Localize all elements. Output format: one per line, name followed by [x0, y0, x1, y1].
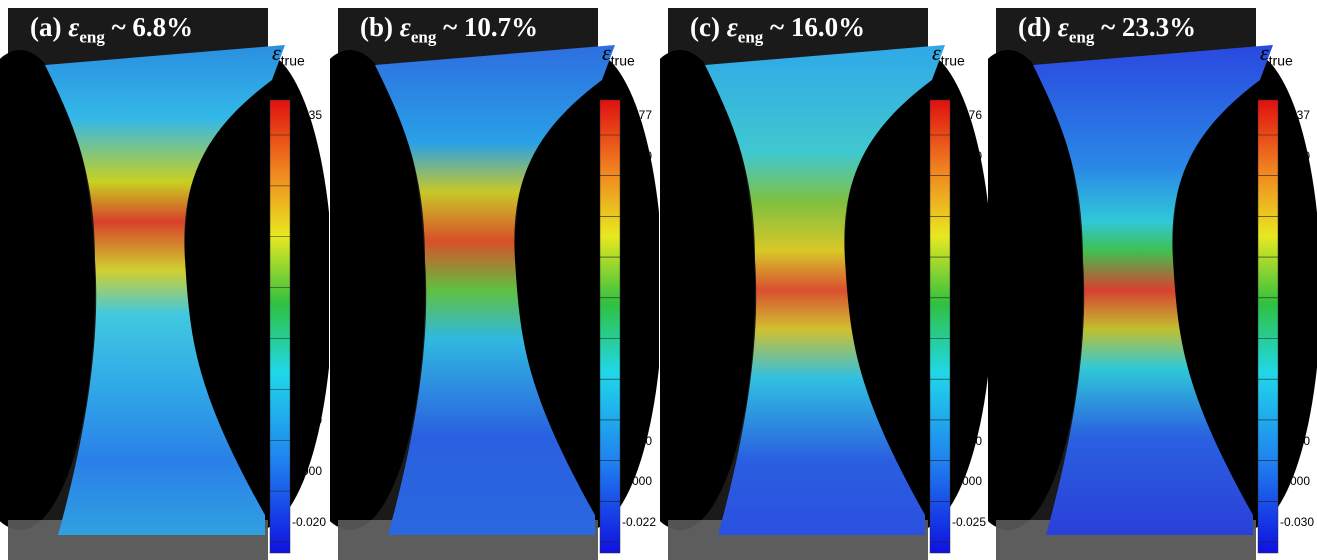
colorbar [1257, 99, 1279, 554]
colorbar-tick-label: 0.120 [1280, 352, 1311, 367]
grip-shadow [513, 50, 659, 530]
panel-title: (c) εeng ~ 16.0% [690, 12, 865, 47]
colorbar [929, 99, 951, 554]
colorbar-tick-label: 0.140 [622, 189, 653, 204]
colorbar-tick-label: 0.040 [622, 392, 653, 407]
panel: (d) εeng ~ 23.3% εtrue 0.337 0.320 0.280 0.24… [988, 0, 1317, 560]
grip-shadow [660, 50, 755, 530]
colorbar-tick-label: 0.240 [1280, 230, 1311, 245]
colorbar-tick-label: 0.120 [292, 158, 323, 173]
text: eng [79, 27, 105, 47]
text: (a) [30, 12, 62, 42]
colorbar-tick-label: -0.030 [1280, 515, 1315, 529]
colorbar-tick-label: 0.200 [1280, 270, 1311, 285]
colorbar-tick-label: 0.240 [952, 148, 983, 163]
colorbar-tick-label: 0.180 [952, 230, 983, 245]
text: eng [737, 27, 764, 47]
text: ~ 16.0% [770, 12, 866, 42]
grip-shadow [988, 50, 1083, 530]
text: ε [1057, 12, 1069, 42]
colorbar-tick-label: 0.090 [952, 352, 983, 367]
strain-map [988, 8, 1317, 560]
panel: (c) εeng ~ 16.0% εtrue 0.276 0.240 0.210 0.18… [660, 0, 989, 560]
colorbar-tick-label: 0.120 [622, 230, 653, 245]
colorbar-tick-label: 0.020 [622, 433, 653, 448]
colorbar-tick-label: 0.150 [952, 270, 983, 285]
colorbar-tick-label: 0.060 [952, 392, 983, 407]
text: ε [602, 40, 611, 65]
colorbar-tick-label: -0.020 [292, 515, 327, 529]
colorbar [599, 99, 621, 554]
grip-shadow [1171, 50, 1317, 530]
colorbar-tick-label: 0.040 [1280, 433, 1311, 448]
colorbar-tick-label: 0.100 [622, 270, 653, 285]
text: eng [1068, 27, 1095, 47]
panel-title: (d) εeng ~ 23.3% [1018, 12, 1196, 47]
colorbar-label: εtrue [272, 40, 305, 68]
text: (c) [690, 12, 720, 42]
text: (d) [1018, 12, 1051, 42]
colorbar-label: εtrue [932, 40, 965, 68]
strain-map [330, 8, 659, 560]
colorbar [269, 99, 291, 554]
colorbar-tick-label: 0.080 [1280, 392, 1311, 407]
panel: (b) εeng ~ 10.7% εtrue 0.177 0.160 0.140 0.12… [330, 0, 659, 560]
text: ε [272, 40, 281, 65]
colorbar-tick-label: 0.160 [1280, 311, 1311, 326]
grip-shadow [0, 50, 95, 530]
text: true [1268, 52, 1293, 69]
grip-shadow [843, 50, 989, 530]
colorbar-tick-label: 0.030 [952, 433, 983, 448]
panel-title: (a) εeng ~ 6.8% [30, 12, 193, 47]
colorbar-tick-label: 0.000 [1280, 474, 1311, 489]
specimen [705, 45, 945, 535]
colorbar-tick-label: -0.022 [622, 515, 657, 529]
colorbar-tick-label: 0.020 [292, 413, 323, 428]
text: ~ 23.3% [1101, 12, 1197, 42]
colorbar-tick-label: 0.280 [1280, 189, 1311, 204]
grip-shadow [183, 50, 329, 530]
grip-shadow [330, 50, 425, 530]
colorbar-tick-label: 0.120 [952, 311, 983, 326]
text: ε [726, 12, 738, 42]
text: ~ 10.7% [443, 12, 539, 42]
colorbar-tick-label: 0.060 [622, 352, 653, 367]
strain-map [0, 8, 329, 560]
colorbar-tick-label: 0.060 [292, 311, 323, 326]
colorbar-label: εtrue [602, 40, 635, 68]
colorbar-tick-label: 0.135 [292, 108, 323, 122]
colorbar-tick-label: 0.100 [292, 209, 323, 224]
colorbar-tick-label: 0.040 [292, 362, 323, 377]
colorbar-tick-label: 0.177 [622, 108, 653, 122]
text: true [610, 52, 635, 69]
colorbar-tick-label: 0.080 [292, 260, 323, 275]
text: ε [68, 12, 80, 42]
colorbar-tick-label: 0.210 [952, 189, 983, 204]
text: ε [932, 40, 941, 65]
colorbar-label: εtrue [1260, 40, 1293, 68]
text: true [940, 52, 965, 69]
colorbar-tick-label: 0.000 [292, 464, 323, 479]
colorbar-tick-label: 0.276 [952, 108, 983, 122]
panel-title: (b) εeng ~ 10.7% [360, 12, 538, 47]
text: eng [410, 27, 437, 47]
colorbar-tick-label: 0.320 [1280, 148, 1311, 163]
panel: (a) εeng ~ 6.8% εtrue 0.135 0.120 0.100 0.080… [0, 0, 329, 560]
colorbar-tick-label: 0.080 [622, 311, 653, 326]
colorbar-tick-label: 0.000 [622, 474, 653, 489]
strain-map [660, 8, 989, 560]
text: ε [1260, 40, 1269, 65]
text: ~ 6.8% [111, 12, 194, 42]
colorbar-tick-label: 0.337 [1280, 108, 1311, 122]
colorbar-tick-label: 0.000 [952, 474, 983, 489]
colorbar-tick-label: -0.025 [952, 515, 987, 529]
specimen [375, 45, 615, 535]
specimen [1033, 45, 1273, 535]
text: (b) [360, 12, 393, 42]
specimen [45, 45, 285, 535]
colorbar-tick-label: 0.160 [622, 148, 653, 163]
text: true [280, 52, 305, 69]
text: ε [399, 12, 411, 42]
